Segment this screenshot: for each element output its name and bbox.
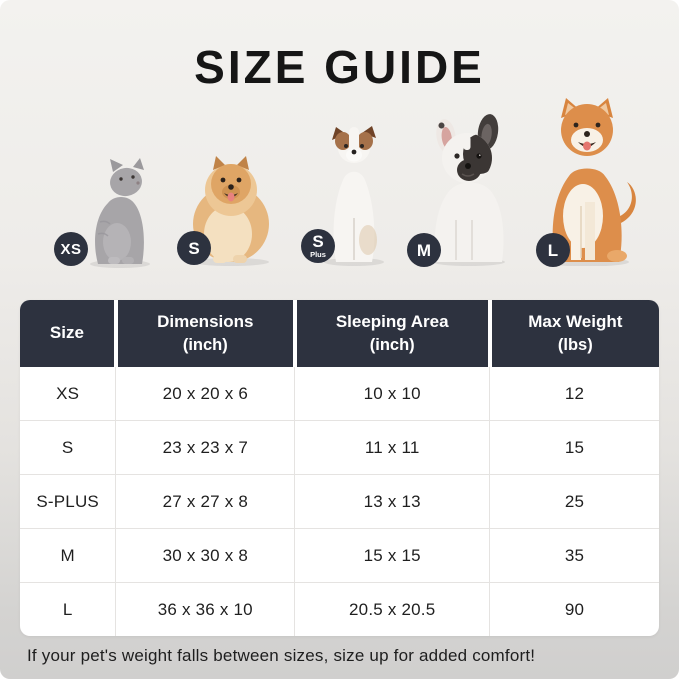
size-badge-s-plus: S Plus	[301, 229, 335, 263]
table-row-l: L 36 x 36 x 10 20.5 x 20.5 90	[20, 582, 659, 636]
column-header-size: Size	[20, 300, 116, 367]
table-row-m: M 30 x 30 x 8 15 x 15 35	[20, 528, 659, 583]
size-badge-s: S	[177, 231, 211, 265]
table-cell: 27 x 27 x 8	[115, 474, 295, 529]
size-badge-m: M	[407, 233, 441, 267]
table-cell: 20 x 20 x 6	[115, 367, 295, 421]
table-row-xs: XS 20 x 20 x 6 10 x 10 12	[20, 367, 659, 421]
pomeranian-image	[193, 156, 269, 266]
table-cell: 15	[489, 420, 659, 475]
table-cell: S	[20, 420, 116, 475]
french-bulldog-image	[433, 114, 505, 266]
table-row-s-plus: S-PLUS 27 x 27 x 8 13 x 13 25	[20, 474, 659, 529]
table-cell: 35	[489, 528, 659, 583]
footer-note: If your pet's weight falls between sizes…	[27, 646, 536, 665]
header-row: Size Dimensions (inch) Sleeping Area (in…	[20, 300, 659, 367]
table-cell: 13 x 13	[294, 474, 490, 529]
table-cell: 36 x 36 x 10	[115, 582, 295, 636]
cat-image	[90, 158, 150, 268]
table-cell: 23 x 23 x 7	[115, 420, 295, 475]
table-cell: 25	[489, 474, 659, 529]
column-header-max-weight: Max Weight (lbs)	[487, 300, 659, 367]
table-cell: 11 x 11	[294, 420, 490, 475]
table-cell: 30 x 30 x 8	[115, 528, 295, 583]
shiba-inu-image	[545, 98, 636, 266]
table-cell: XS	[56, 383, 80, 403]
size-table-container: Size Dimensions (inch) Sleeping Area (in…	[20, 300, 659, 636]
table-cell: 10 x 10	[294, 367, 490, 421]
table-cell: M	[20, 528, 116, 583]
table-cell: 12	[489, 367, 659, 421]
table-cell: 15 x 15	[294, 528, 490, 583]
size-table: Size Dimensions (inch) Sleeping Area (in…	[20, 300, 659, 636]
page-title: SIZE GUIDE	[194, 41, 485, 93]
size-badge-xs: XS	[54, 232, 88, 266]
table-cell: L	[20, 582, 116, 636]
column-header-sleeping-area: Sleeping Area (inch)	[292, 300, 490, 367]
jack-russell-image	[324, 126, 384, 266]
size-badge-l: L	[536, 233, 570, 267]
table-cell: 90	[489, 582, 659, 636]
table-cell: S-PLUS	[20, 474, 116, 529]
table-row-s: S 23 x 23 x 7 11 x 11 15	[20, 420, 659, 475]
table-cell: 20.5 x 20.5	[294, 582, 490, 636]
column-header-dimensions: Dimensions (inch)	[113, 300, 295, 367]
